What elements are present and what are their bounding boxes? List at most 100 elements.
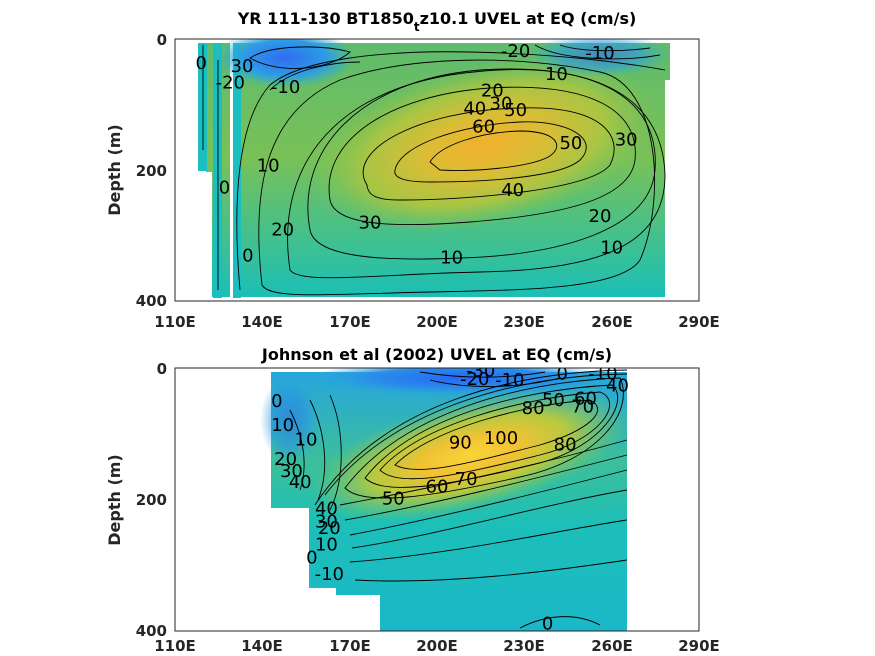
panel1-strip-mid (213, 43, 222, 298)
contour-line (287, 69, 666, 279)
panel1-contours (202, 44, 666, 296)
x-tick-label: 140E (241, 637, 283, 655)
panel2-cold-top (310, 368, 610, 396)
contour-line (419, 371, 546, 378)
x-tick-label: 140E (241, 313, 283, 331)
contour-label: 20 (271, 219, 294, 240)
contour-line (329, 394, 342, 511)
contour-line (324, 373, 628, 496)
contour-line (289, 409, 305, 491)
contour-label: 10 (440, 247, 463, 268)
contour-label: -20 (460, 369, 489, 390)
x-tick-label: 200E (416, 637, 458, 655)
contour-line (339, 439, 628, 506)
contour-label: 10 (295, 429, 318, 450)
panel2-title: Johnson et al (2002) UVEL at EQ (cm/s) (261, 345, 612, 364)
contour-label: -10 (271, 77, 300, 98)
contour-label: 80 (554, 435, 577, 456)
x-tick-label: 290E (678, 637, 720, 655)
contour-label: 0 (542, 613, 553, 634)
contour-line (269, 61, 361, 91)
contour-label: 30 (490, 94, 513, 115)
contour-line (307, 68, 656, 260)
panel1-cold-east (530, 39, 670, 77)
contour-label: 40 (606, 375, 629, 396)
contour-label: -10 (495, 370, 524, 391)
panel1-y-axis-label: Depth (m) (105, 124, 124, 216)
contour-label: 10 (545, 64, 568, 85)
contour-line (354, 559, 628, 582)
contour-label: 40 (289, 472, 312, 493)
x-tick-label: 290E (678, 313, 720, 331)
contour-label: -30 (466, 360, 495, 381)
contour-label: 30 (359, 213, 382, 234)
panel-model-uvel: YR 111-130 BT1850tz10.1 UVEL at EQ (cm/s… (105, 9, 720, 331)
contour-label: 100 (484, 428, 518, 449)
contour-label: 70 (455, 469, 478, 490)
y-tick-label: 200 (136, 162, 167, 180)
contour-label: 80 (522, 398, 545, 419)
x-tick-label: 170E (329, 637, 371, 655)
contour-label: -10 (588, 364, 617, 385)
panel2-y-ticks: 0 200 400 (136, 360, 167, 640)
contour-label: 30 (315, 512, 338, 533)
contour-label: 0 (556, 364, 567, 385)
contour-label: 50 (542, 390, 565, 411)
y-tick-label: 400 (136, 292, 167, 310)
x-tick-label: 110E (154, 637, 196, 655)
contour-line (349, 469, 628, 536)
contour-label: 10 (315, 535, 338, 556)
panel1-axes-box (174, 38, 700, 302)
x-tick-label: 260E (591, 313, 633, 331)
panel1-x-ticks: 110E 140E 170E 200E 230E 260E 290E (154, 313, 720, 331)
panel1-strip-east (233, 43, 241, 298)
contour-line (351, 489, 628, 549)
panel1-core (313, 57, 657, 233)
contour-line (394, 121, 587, 183)
contour-label: 20 (481, 80, 504, 101)
panel2-contours (289, 369, 628, 629)
contour-label: 20 (274, 449, 297, 470)
panel1-cold-west (215, 39, 355, 88)
contour-line (429, 130, 558, 171)
y-tick-label: 0 (157, 360, 167, 378)
contour-label: 0 (242, 246, 253, 267)
contour-label: 10 (600, 238, 623, 259)
contour-line (309, 399, 326, 501)
contour-line (394, 399, 599, 470)
contour-line (534, 44, 661, 60)
contour-label: 0 (219, 177, 230, 198)
contour-label: 40 (463, 99, 486, 120)
contour-label: 30 (280, 461, 303, 482)
contour-line (328, 86, 636, 226)
contour-line (349, 519, 628, 563)
contour-line (258, 59, 656, 296)
contour-line (559, 44, 651, 52)
contour-label: 30 (231, 56, 254, 77)
y-tick-label: 400 (136, 622, 167, 640)
contour-line (519, 616, 601, 629)
contour-line (314, 369, 628, 506)
y-tick-label: 0 (157, 31, 167, 49)
contour-line (344, 377, 624, 499)
contour-line (429, 377, 561, 387)
contour-label: 20 (589, 206, 612, 227)
contour-line (362, 107, 615, 201)
contour-label: 40 (315, 498, 338, 519)
panel2-core (309, 388, 631, 522)
contour-label: 60 (472, 116, 495, 137)
contour-label: 50 (382, 489, 405, 510)
contour-label: -20 (216, 73, 245, 94)
panel2-axes-box (174, 367, 700, 632)
x-tick-label: 110E (154, 313, 196, 331)
panel1-strip-west (198, 43, 207, 171)
x-tick-label: 260E (591, 637, 633, 655)
contour-label: 60 (426, 477, 449, 498)
y-tick-label: 200 (136, 491, 167, 509)
panel2-x-ticks: 110E 140E 170E 200E 230E 260E 290E (154, 637, 720, 655)
